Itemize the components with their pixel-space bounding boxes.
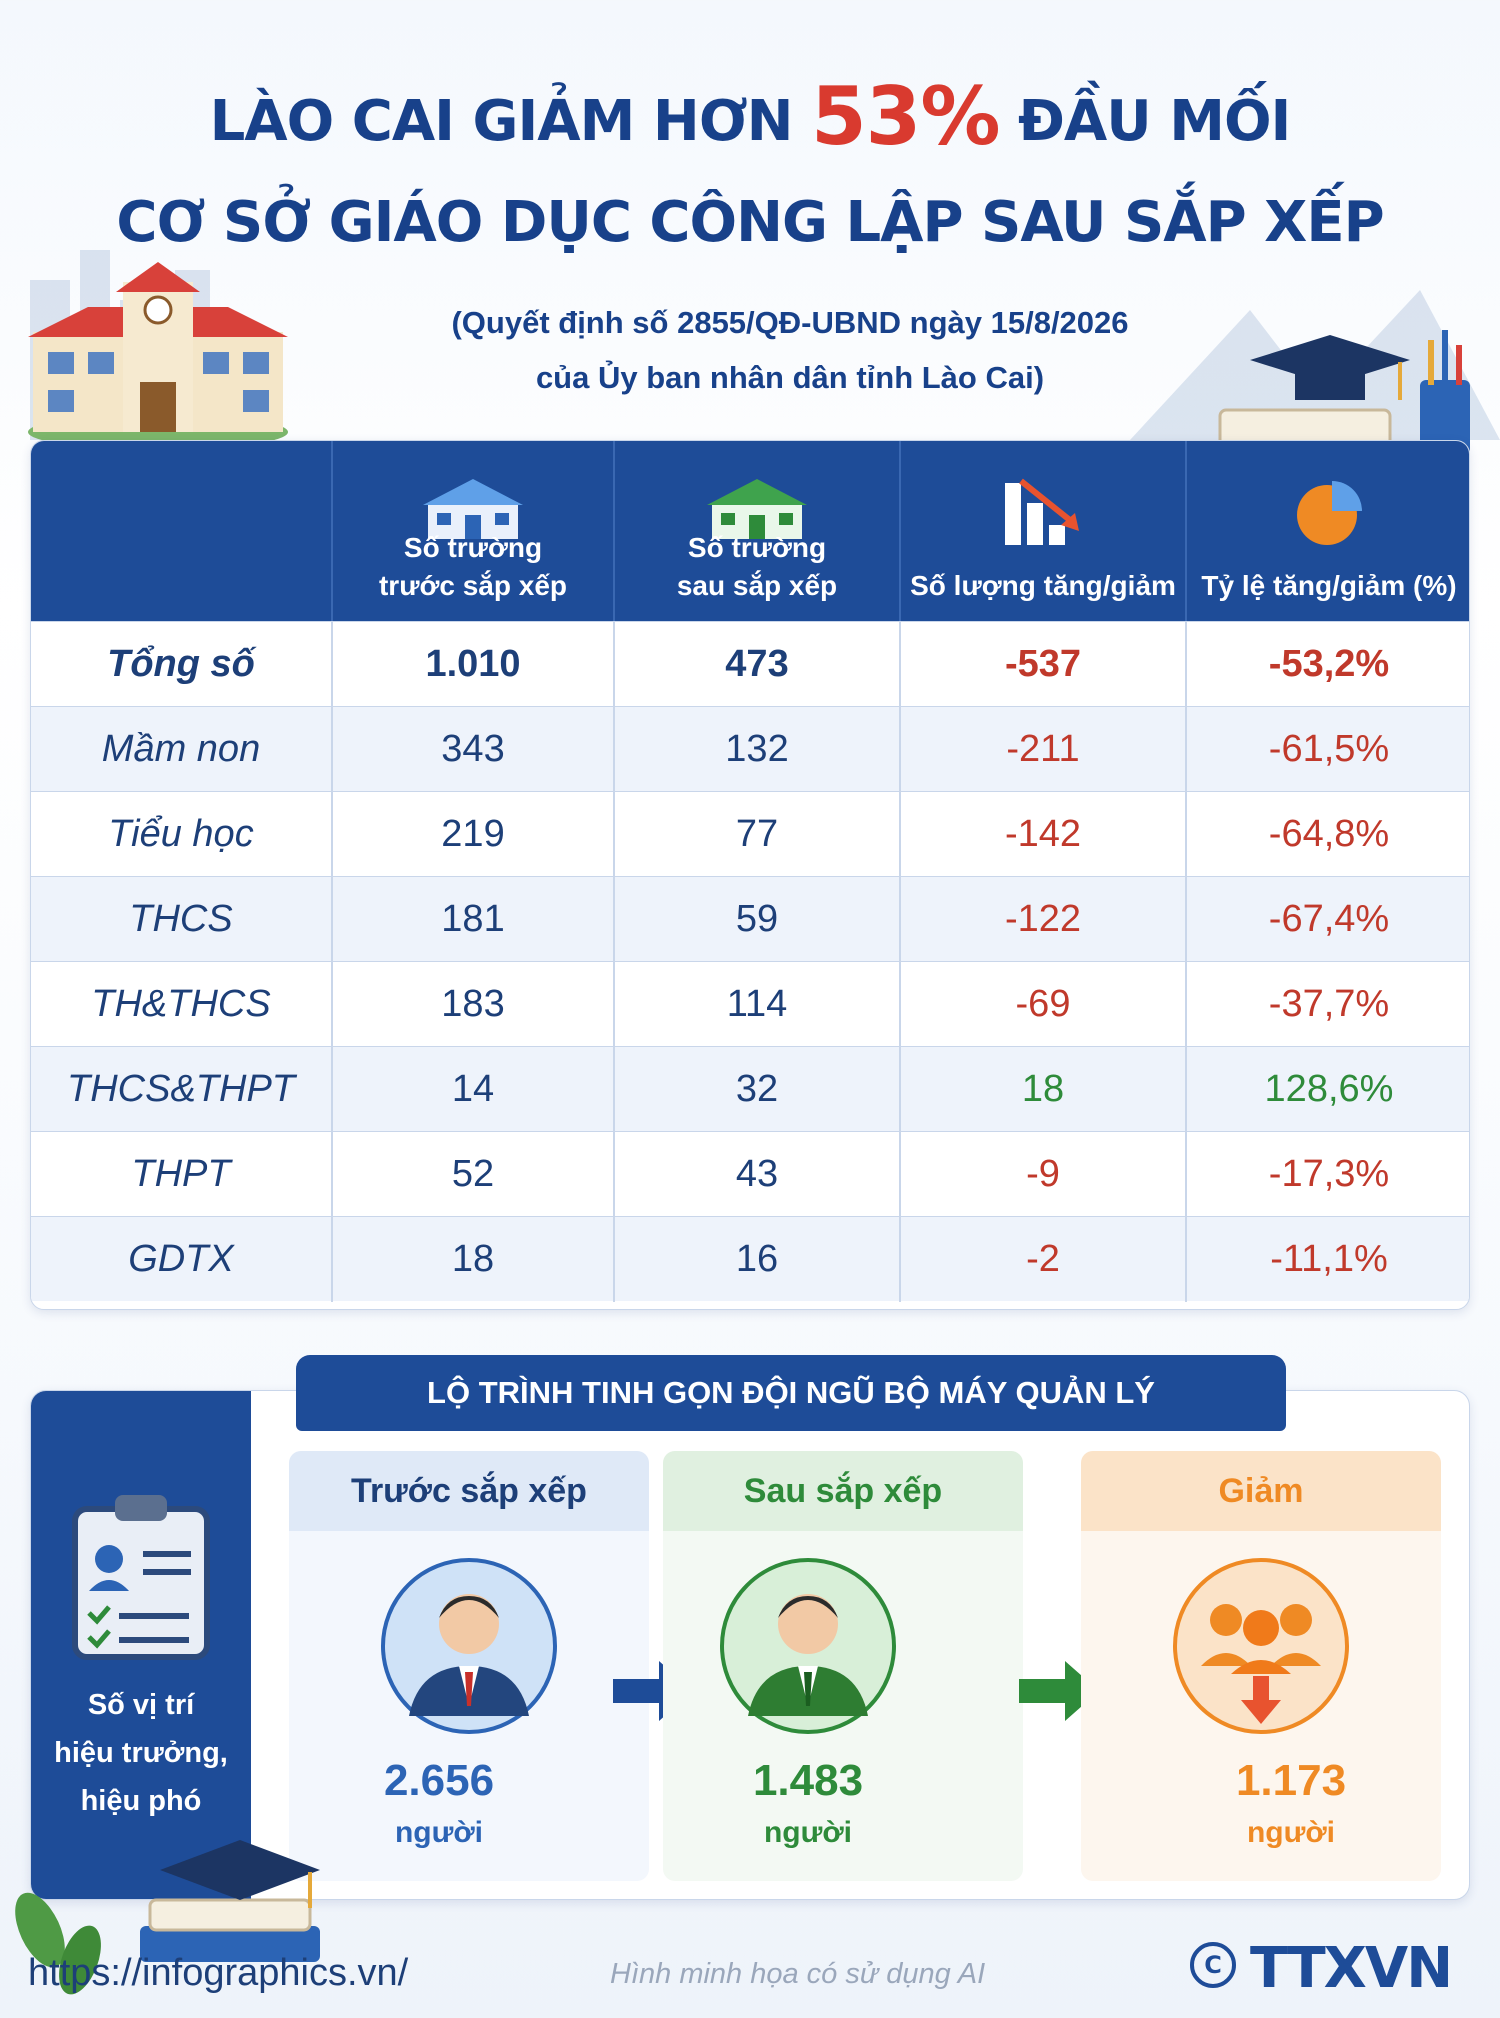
row-label: THCS&THPT: [67, 1068, 295, 1110]
row-label: GDTX: [128, 1238, 234, 1280]
after-unit: người: [763, 1816, 853, 1849]
school-blue-icon: [423, 479, 523, 539]
cell-change: -122: [899, 877, 1185, 962]
footer-url[interactable]: https://infographics.vn/: [28, 1952, 409, 1994]
cell-before: 343: [331, 707, 613, 792]
cell-after: 473: [613, 622, 899, 707]
table-row: THPT 52 43 -9 -17,3%: [31, 1131, 1469, 1217]
row-label: Mầm non: [101, 728, 261, 770]
cell-after: 43: [613, 1132, 899, 1217]
cell-percent: -64,8%: [1185, 792, 1469, 877]
column-header-after: Số trường sau sắp xếp: [613, 441, 899, 621]
cell-before: 181: [331, 877, 613, 962]
cell-change: 18: [899, 1047, 1185, 1132]
cell-after: 59: [613, 877, 899, 962]
cell-change: -537: [899, 622, 1185, 707]
graduation-cap-books-bottom-illustration: [140, 1840, 320, 1962]
table-row: THCS&THPT 14 32 18 128,6%: [31, 1046, 1469, 1132]
school-building-illustration: [28, 262, 288, 442]
group-people-down-arrow-icon: [1173, 1558, 1349, 1734]
table-row: GDTX 18 16 -2 -11,1%: [31, 1216, 1469, 1302]
cell-percent: -11,1%: [1185, 1217, 1469, 1302]
school-statistics-table: Số trường trước sắp xếp Số trường sau sắp …: [30, 440, 1470, 1310]
column-header-percent: Tỷ lệ tăng/giảm (%): [1185, 441, 1469, 621]
cell-before: 183: [331, 962, 613, 1047]
row-label: THPT: [131, 1153, 231, 1195]
cell-after: 32: [613, 1047, 899, 1132]
column-header-change: Số lượng tăng/giảm: [899, 441, 1185, 621]
cell-before: 18: [331, 1217, 613, 1302]
roadmap-left-panel: Số vị trí hiệu trưởng, hiệu phó: [31, 1391, 251, 1899]
table-row: TH&THCS 183 114 -69 -37,7%: [31, 961, 1469, 1047]
cell-after: 77: [613, 792, 899, 877]
cell-before: 52: [331, 1132, 613, 1217]
reduced-unit: người: [1246, 1816, 1336, 1849]
page-title-line1: LÀO CAI GIẢM HƠN 53% ĐẦU MỐI: [209, 70, 1292, 163]
management-roadmap-section: Số vị trí hiệu trưởng, hiệu phó Trước sắ…: [30, 1390, 1470, 1900]
cell-after: 114: [613, 962, 899, 1047]
cell-change: -211: [899, 707, 1185, 792]
table-row: THCS 181 59 -122 -67,4%: [31, 876, 1469, 962]
row-label: TH&THCS: [91, 983, 271, 1025]
pie-chart-icon: [1297, 481, 1362, 545]
reduced-heading: Giảm: [1081, 1451, 1441, 1531]
svg-text:C: C: [1204, 1951, 1222, 1979]
title-highlight-percent: 53%: [811, 70, 1000, 163]
arrow-right-green-icon: [1019, 1661, 1099, 1721]
page-title-line2: CƠ SỞ GIÁO DỤC CÔNG LẬP SAU SẮP XẾP: [116, 190, 1384, 255]
subtitle-authority: của Ủy ban nhân dân tỉnh Lào Cai): [535, 360, 1045, 395]
reduced-value: 1.173: [1235, 1756, 1347, 1805]
before-column: Trước sắp xếp 2.656 người: [289, 1451, 649, 1881]
cell-before: 219: [331, 792, 613, 877]
after-value: 1.483: [752, 1756, 864, 1805]
clipboard-checklist-icon: [72, 1495, 210, 1660]
cell-after: 16: [613, 1217, 899, 1302]
cell-percent: -67,4%: [1185, 877, 1469, 962]
cell-before: 14: [331, 1047, 613, 1132]
cell-percent: 128,6%: [1185, 1047, 1469, 1132]
cell-change: -2: [899, 1217, 1185, 1302]
cell-percent: -61,5%: [1185, 707, 1469, 792]
table-row: Tiểu học 219 77 -142 -64,8%: [31, 791, 1469, 877]
reduced-column: Giảm 1.173 người: [1081, 1451, 1441, 1881]
cell-change: -9: [899, 1132, 1185, 1217]
table-row-total: Tổng số 1.010 473 -537 -53,2%: [31, 621, 1469, 707]
subtitle-decision: (Quyết định số 2855/QĐ-UBND ngày 15/8/20…: [451, 305, 1129, 340]
cell-percent: -17,3%: [1185, 1132, 1469, 1217]
table-row: Mầm non 343 132 -211 -61,5%: [31, 706, 1469, 792]
cell-percent: -53,2%: [1185, 622, 1469, 707]
after-heading: Sau sắp xếp: [663, 1451, 1023, 1531]
row-label: THCS: [129, 898, 233, 940]
cell-change: -69: [899, 962, 1185, 1047]
copyright-icon: C: [1190, 1942, 1236, 1988]
left-panel-label: Số vị trí hiệu trưởng, hiệu phó: [54, 1689, 228, 1817]
bar-chart-down-icon: [1005, 478, 1079, 545]
brand-logo: TTXVN: [1250, 1936, 1453, 2001]
leaves-illustration: [15, 1892, 101, 1995]
school-green-icon: [707, 479, 807, 539]
before-unit: người: [394, 1816, 484, 1849]
roadmap-banner: LỘ TRÌNH TINH GỌN ĐỘI NGŨ BỘ MÁY QUẢN LÝ: [296, 1355, 1286, 1431]
before-value: 2.656: [383, 1756, 495, 1805]
cell-before: 1.010: [331, 622, 613, 707]
table-header: Số trường trước sắp xếp Số trường sau sắp …: [31, 441, 1469, 621]
footer-ai-note: Hình minh họa có sử dụng AI: [610, 1958, 986, 1990]
cell-after: 132: [613, 707, 899, 792]
person-green-suit-icon: [720, 1558, 896, 1734]
before-heading: Trước sắp xếp: [289, 1451, 649, 1531]
column-header-before: Số trường trước sắp xếp: [331, 441, 613, 621]
row-label: Tiểu học: [108, 813, 254, 855]
after-column: Sau sắp xếp 1.483 người: [663, 1451, 1023, 1881]
person-blue-suit-icon: [381, 1558, 557, 1734]
cell-change: -142: [899, 792, 1185, 877]
cell-percent: -37,7%: [1185, 962, 1469, 1047]
row-label: Tổng số: [107, 643, 255, 685]
